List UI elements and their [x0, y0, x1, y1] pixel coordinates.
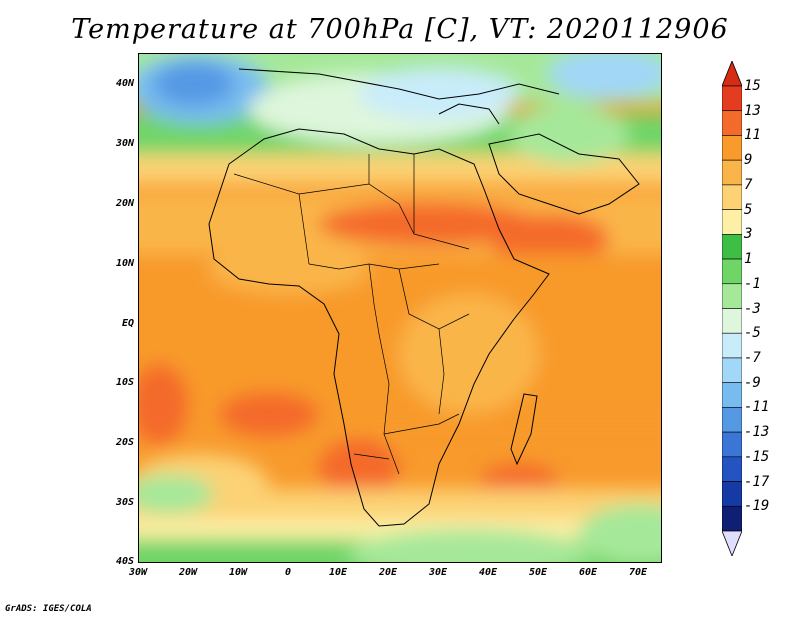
footer-credit: GrADS: IGES/COLA: [5, 604, 92, 614]
temperature-shading: [139, 54, 661, 562]
colorbar-label: 7: [744, 176, 753, 193]
colorbar-label: -15: [744, 448, 770, 465]
lon-label-70e: 70E: [628, 567, 648, 578]
colorbar-label: -19: [744, 498, 770, 515]
colorbar-label: -13: [744, 424, 770, 441]
colorbar-box: [722, 159, 742, 186]
lat-label-40s: 40S: [115, 556, 134, 567]
coastlines: [208, 68, 640, 527]
lat-label-40n: 40N: [115, 78, 134, 89]
lon-label-20w: 20W: [178, 567, 198, 578]
colorbar-label: 11: [744, 127, 761, 144]
colorbar-box: [722, 85, 742, 112]
colorbar-box: [722, 234, 742, 260]
colorbar-box: [722, 505, 742, 532]
lon-label-30w: 30W: [128, 567, 148, 578]
lon-label-10e: 10E: [328, 567, 348, 578]
colorbar-box: [722, 481, 742, 507]
colorbar-box: [722, 135, 742, 161]
colorbar-label: 1: [744, 251, 753, 268]
colorbar-label: 3: [744, 226, 753, 243]
map-canvas: [139, 54, 661, 562]
lat-label-30s: 30S: [115, 497, 134, 508]
colorbar-label: -9: [744, 374, 761, 391]
colorbar-box: [722, 431, 742, 458]
colorbar-label: -3: [744, 300, 761, 317]
lon-label-40e: 40E: [478, 567, 498, 578]
lat-label-20n: 20N: [115, 198, 134, 209]
lat-label-30n: 30N: [115, 138, 134, 149]
temperature-map: [138, 53, 662, 563]
lon-label-60e: 60E: [578, 567, 598, 578]
colorbar: [722, 61, 742, 556]
colorbar-label: -7: [744, 349, 761, 366]
map-title: Temperature at 700hPa [C], VT: 202011290…: [71, 14, 729, 45]
lat-label-10s: 10S: [115, 377, 134, 388]
lon-label-0: 0: [284, 567, 292, 578]
colorbar-box: [722, 258, 742, 285]
colorbar-box: [722, 332, 742, 359]
colorbar-box: [722, 407, 742, 433]
colorbar-box: [722, 382, 742, 408]
colorbar-label: -5: [744, 325, 761, 342]
colorbar-box: [722, 110, 742, 136]
colorbar-box: [722, 283, 742, 309]
lon-label-20e: 20E: [378, 567, 398, 578]
lat-label-10n: 10N: [115, 258, 134, 269]
colorbar-box: [722, 308, 742, 334]
colorbar-label: -1: [744, 275, 761, 292]
colorbar-label: 13: [744, 102, 761, 119]
colorbar-box: [722, 209, 742, 235]
colorbar-label: 5: [744, 201, 753, 218]
lat-label-20s: 20S: [115, 437, 134, 448]
colorbar-label: 15: [744, 78, 761, 94]
colorbar-top-arrow: [722, 61, 742, 87]
lon-label-50e: 50E: [528, 567, 548, 578]
colorbar-box: [722, 184, 742, 210]
colorbar-label: -17: [744, 473, 770, 490]
country-borders: [233, 154, 470, 475]
colorbar-box: [722, 456, 742, 482]
colorbar-label: -11: [744, 399, 770, 416]
colorbar-box: [722, 357, 742, 383]
colorbar-bottom-arrow: [722, 530, 742, 556]
lat-label-eq: EQ: [121, 318, 134, 329]
colorbar-label: 9: [744, 152, 753, 169]
lon-label-30e: 30E: [428, 567, 448, 578]
lon-label-10w: 10W: [228, 567, 248, 578]
